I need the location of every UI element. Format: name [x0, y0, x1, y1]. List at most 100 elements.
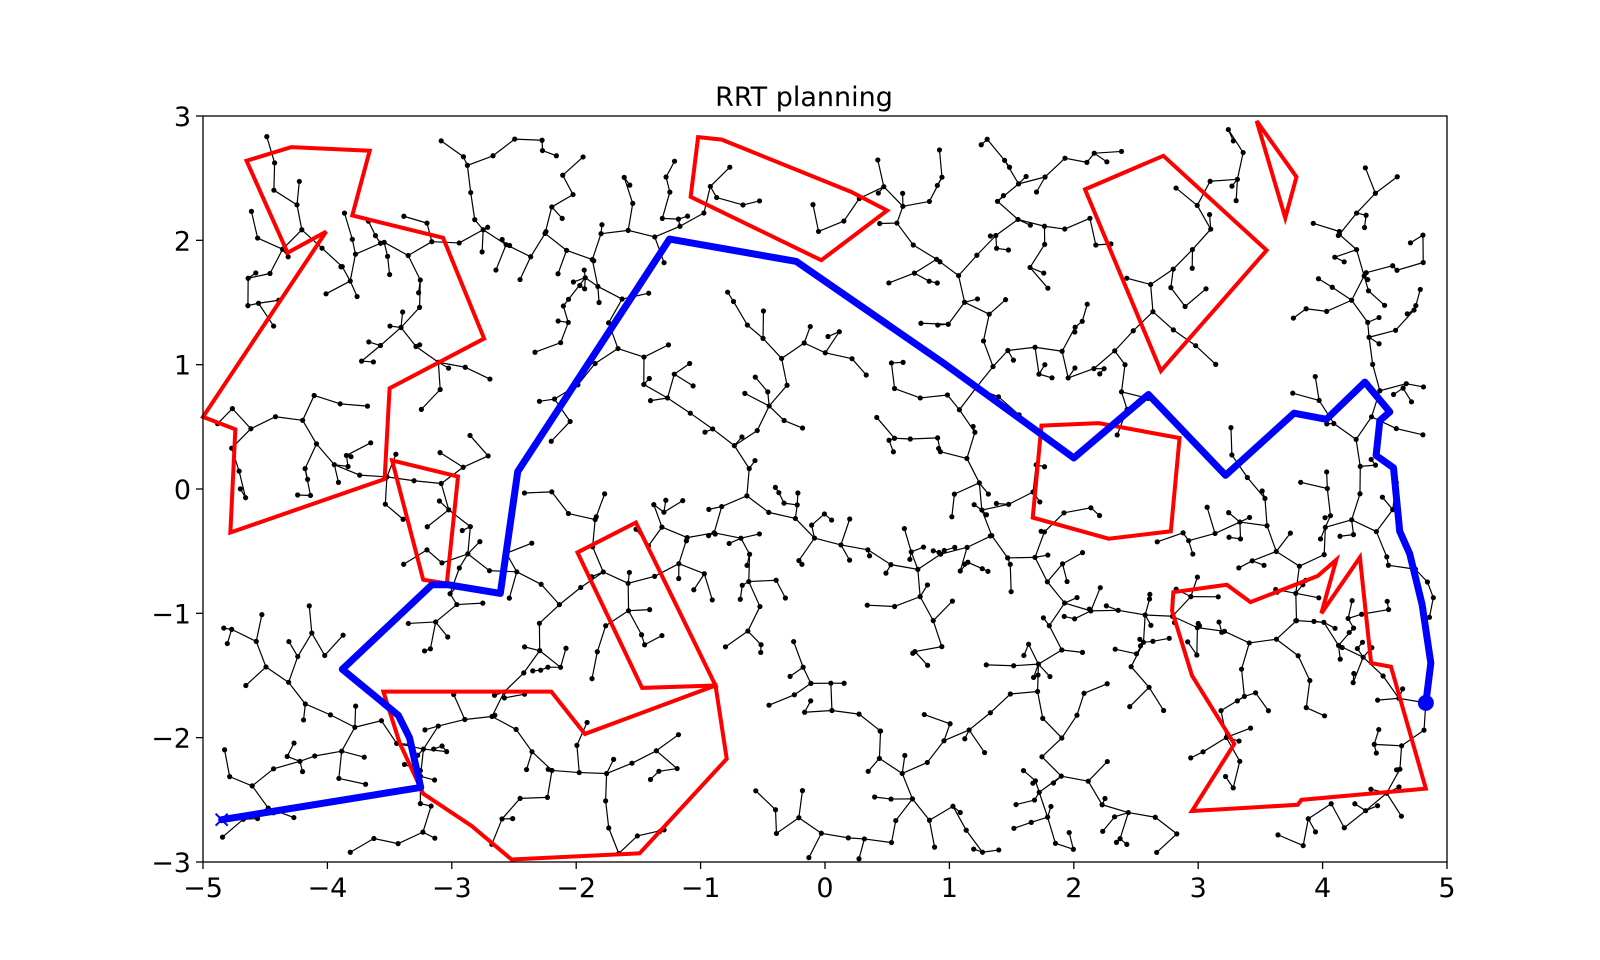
- tree-edge: [988, 299, 1006, 315]
- tree-node: [1352, 801, 1358, 807]
- tree-node: [1097, 371, 1103, 377]
- tree-node: [864, 602, 870, 608]
- tree-edge: [924, 713, 951, 725]
- tree-edge: [1277, 834, 1304, 847]
- tree-node: [364, 403, 371, 409]
- tree-node: [1381, 302, 1388, 308]
- tree-node: [603, 623, 609, 629]
- tree-node: [1363, 212, 1369, 218]
- tree-edge: [1034, 531, 1045, 558]
- tree-edge: [1064, 157, 1088, 163]
- tree-edge: [367, 220, 377, 236]
- tree-edge: [1150, 268, 1174, 285]
- tree-edge: [1061, 714, 1078, 739]
- tree-edge: [658, 767, 678, 772]
- tree-edge: [1399, 745, 1403, 770]
- tree-edge: [991, 535, 1009, 559]
- tree-node: [1049, 375, 1055, 381]
- tree-node: [936, 147, 943, 153]
- tree-edge: [311, 632, 326, 656]
- tree-edge: [1334, 249, 1357, 258]
- tree-edge: [1089, 218, 1097, 246]
- tree-edge: [811, 513, 825, 526]
- tree-node: [577, 282, 583, 289]
- tree-edge: [968, 712, 991, 731]
- tree-edge: [919, 596, 934, 621]
- tree-edge: [506, 542, 533, 554]
- tree-node: [1045, 552, 1051, 558]
- tree-node: [431, 746, 437, 752]
- tree-edge: [540, 583, 560, 606]
- tree-node: [886, 280, 892, 286]
- tree-edge: [1293, 308, 1307, 319]
- tree-edge: [403, 215, 428, 224]
- tree-edge: [762, 337, 783, 359]
- tree-edge: [508, 571, 518, 599]
- tree-node: [1312, 373, 1318, 380]
- tree-node: [522, 644, 528, 650]
- tree-edge: [1034, 557, 1048, 583]
- tree-node: [477, 539, 483, 545]
- tree-node: [1070, 846, 1076, 852]
- tree-node: [1228, 425, 1234, 431]
- tree-edge: [748, 579, 777, 583]
- tree-edge: [851, 358, 867, 376]
- tree-edge: [603, 571, 629, 584]
- tree-edge: [266, 136, 276, 164]
- tree-edge: [245, 666, 267, 686]
- x-tick-label: −1: [681, 873, 721, 904]
- tree-node: [480, 600, 486, 606]
- tree-edge: [808, 833, 822, 858]
- tree-edge: [830, 683, 833, 711]
- tree-edge: [618, 835, 638, 854]
- tree-node: [543, 228, 549, 235]
- tree-node: [368, 440, 374, 446]
- tree-edge: [1067, 368, 1095, 379]
- tree-node: [1045, 285, 1051, 291]
- tree-edge: [650, 397, 668, 402]
- tree-node: [1064, 578, 1070, 585]
- tree-node: [1316, 595, 1322, 601]
- tree-edge: [914, 258, 937, 274]
- tree-edge: [840, 518, 851, 546]
- tree-edge: [380, 327, 402, 346]
- tree-node: [987, 233, 994, 239]
- tree-edge: [1048, 602, 1066, 627]
- tree-node: [1394, 174, 1400, 180]
- tree-node: [760, 308, 767, 314]
- tree-node: [417, 342, 423, 348]
- tree-node: [335, 479, 342, 485]
- tree-edge: [467, 526, 471, 554]
- tree-edge: [1170, 287, 1186, 307]
- x-tick-label: −2: [556, 873, 596, 904]
- tree-edge: [1118, 609, 1146, 616]
- tree-edge: [1313, 222, 1340, 233]
- tree-edge: [1252, 550, 1277, 562]
- tree-edge: [354, 720, 382, 728]
- tree-node: [1035, 672, 1041, 678]
- tree-node: [1321, 552, 1327, 558]
- tree-edge: [1114, 350, 1126, 366]
- tree-node: [1351, 670, 1357, 677]
- tree-node: [1102, 795, 1108, 802]
- tree-node: [1150, 638, 1156, 644]
- tree-node: [421, 648, 428, 654]
- tree-node: [799, 561, 805, 567]
- tree-node: [739, 434, 745, 440]
- tree-edge: [725, 630, 749, 648]
- tree-node: [1390, 391, 1397, 398]
- tree-node: [347, 849, 353, 855]
- tree-edge: [546, 770, 553, 798]
- tree-edge: [1038, 649, 1063, 665]
- tree-edge: [627, 203, 634, 231]
- tree-edge: [1297, 655, 1311, 681]
- tree-edge: [1314, 376, 1320, 401]
- tree-edge: [914, 272, 930, 282]
- tree-edge: [926, 740, 945, 763]
- tree-edge: [1306, 308, 1327, 312]
- tree-edge: [551, 194, 574, 208]
- tree-edge: [550, 421, 571, 442]
- tree-node: [405, 620, 411, 627]
- tree-edge: [305, 703, 331, 716]
- tree-edge: [1042, 717, 1063, 739]
